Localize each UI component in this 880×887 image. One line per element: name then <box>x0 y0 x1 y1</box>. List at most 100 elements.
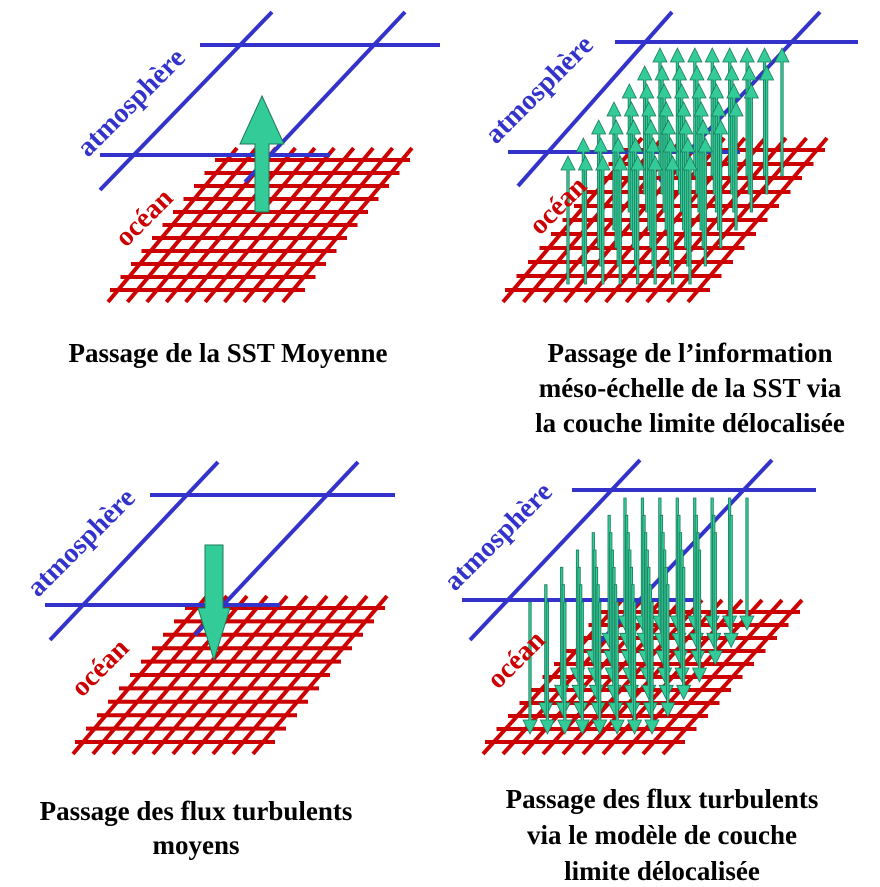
atmosphere-right-slant-line <box>243 10 407 184</box>
panel-mean-sst: atmosphère océan Passage de la SST Moyenne <box>68 10 440 368</box>
ocean-grid-diagonal-line <box>191 594 329 756</box>
small-upward-arrow <box>741 65 757 195</box>
small-upward-arrow <box>664 155 681 285</box>
small-upward-arrow <box>612 155 628 285</box>
ocean-grid-diagonal-line <box>211 594 349 756</box>
ocean-grid-diagonal-line <box>151 594 289 756</box>
small-upward-arrow <box>706 65 723 195</box>
small-upward-arrow <box>625 119 642 249</box>
ocean-grid-diagonal-line <box>223 146 356 304</box>
ocean-grid-diagonal-line <box>164 146 297 304</box>
panel-caption: Passage de la SST Moyenne <box>68 338 387 368</box>
ocean-grid-diagonal-line <box>624 136 767 304</box>
atmosphere-left-slant-line <box>516 10 674 188</box>
atmosphere-label: atmosphère <box>438 476 559 597</box>
ocean-grid-diagonal-line <box>281 146 414 304</box>
small-downward-arrow <box>626 601 643 735</box>
small-upward-arrow <box>673 83 690 213</box>
small-downward-arrow <box>723 514 739 649</box>
small-upward-arrow <box>595 155 611 285</box>
small-downward-arrow <box>557 601 573 735</box>
small-upward-arrow <box>652 47 668 177</box>
small-upward-arrow <box>647 155 663 285</box>
atmosphere-left-slant-line <box>98 10 274 192</box>
small-downward-arrow <box>609 601 625 735</box>
small-downward-arrow <box>592 601 608 735</box>
small-upward-arrow <box>713 119 729 249</box>
panel-delocalized-turbulent-flux: atmosphère océan Passage des flux turbulen… <box>438 458 819 886</box>
ocean-grid-diagonal-line <box>203 146 336 304</box>
panel-caption: Passage de l’information méso-échelle de … <box>535 338 845 438</box>
ocean-grid-diagonal-line <box>501 598 644 756</box>
small-upward-arrow <box>704 47 720 177</box>
small-upward-arrow <box>676 101 692 231</box>
small-upward-arrow <box>606 101 622 231</box>
small-downward-arrow <box>660 584 676 718</box>
ocean-grid-diagonal-line <box>251 594 389 756</box>
small-upward-arrow <box>695 119 711 249</box>
small-downward-arrow <box>676 566 692 701</box>
small-upward-arrow <box>627 137 644 267</box>
small-upward-arrow <box>641 101 657 231</box>
ocean-grid <box>106 146 414 304</box>
small-upward-arrow <box>660 119 677 249</box>
small-upward-arrow <box>693 101 709 231</box>
atmosphere-left-slant-line <box>48 460 220 642</box>
caption-line: limite délocalisée <box>564 856 760 886</box>
small-upward-arrow <box>678 119 694 249</box>
caption-line: Passage de la SST Moyenne <box>68 338 387 368</box>
ocean-grid-diagonal-line <box>645 136 788 304</box>
ocean-grid-diagonal-line <box>231 594 369 756</box>
small-upward-arrow <box>639 83 655 213</box>
ocean-grid-diagonal-line <box>242 146 375 304</box>
atmosphere-label: atmosphère <box>21 482 142 603</box>
ocean-grid-diagonal-line <box>601 598 744 756</box>
caption-line: méso-échelle de la SST via <box>539 373 842 403</box>
downward-arrow-field <box>522 497 755 735</box>
small-upward-arrow <box>645 137 661 267</box>
small-downward-arrow <box>522 601 538 735</box>
small-upward-arrow <box>654 65 670 195</box>
caption-line: Passage des flux turbulents <box>506 784 819 814</box>
small-upward-arrow <box>774 47 790 177</box>
atmosphere-plane <box>462 458 816 644</box>
small-upward-arrow <box>643 119 659 249</box>
small-upward-arrow <box>560 155 576 285</box>
panel-caption: Passage des flux turbulents moyens <box>40 796 353 860</box>
upward-arrow-field <box>560 47 790 285</box>
small-upward-arrow <box>669 47 686 177</box>
small-upward-arrow <box>722 47 738 177</box>
atmosphere-label: atmosphère <box>479 29 600 150</box>
caption-line: via le modèle de couche <box>527 820 797 850</box>
atmosphere-plane <box>98 10 440 192</box>
small-upward-arrow <box>708 83 725 213</box>
small-upward-arrow <box>691 83 707 213</box>
ocean-grid-diagonal-line <box>171 594 309 756</box>
small-upward-arrow <box>630 155 646 285</box>
small-downward-arrow <box>644 601 660 735</box>
small-upward-arrow <box>671 65 688 195</box>
caption-line: Passage des flux turbulents <box>40 796 353 826</box>
small-upward-arrow <box>637 65 653 195</box>
small-upward-arrow <box>728 101 744 231</box>
ocean-grid-diagonal-line <box>71 594 209 756</box>
small-upward-arrow <box>710 101 727 231</box>
small-upward-arrow <box>591 119 607 249</box>
ocean-grid-diagonal-line <box>125 146 258 304</box>
small-downward-arrow <box>707 532 723 666</box>
caption-line: moyens <box>153 830 240 860</box>
small-upward-arrow <box>656 83 672 213</box>
small-upward-arrow <box>759 65 775 195</box>
ocean-label: océan <box>481 624 552 695</box>
small-upward-arrow <box>575 137 591 267</box>
small-upward-arrow <box>610 137 626 267</box>
ocean-grid <box>71 594 389 756</box>
ocean-grid-diagonal-line <box>184 146 317 304</box>
ocean-label: océan <box>109 182 180 253</box>
small-upward-arrow <box>680 137 696 267</box>
small-downward-arrow <box>691 549 708 683</box>
small-upward-arrow <box>724 65 740 195</box>
